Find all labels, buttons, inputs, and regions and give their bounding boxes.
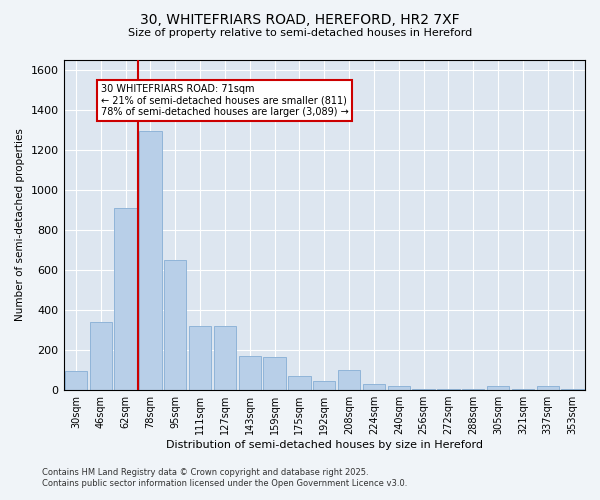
Bar	[65, 371, 87, 390]
Bar	[363, 384, 385, 390]
Bar	[239, 356, 261, 390]
Bar	[388, 386, 410, 390]
Bar	[536, 386, 559, 390]
Bar	[139, 131, 161, 390]
Text: 30, WHITEFRIARS ROAD, HEREFORD, HR2 7XF: 30, WHITEFRIARS ROAD, HEREFORD, HR2 7XF	[140, 12, 460, 26]
Bar	[487, 386, 509, 390]
Bar	[313, 381, 335, 390]
Bar	[288, 376, 311, 390]
Bar	[214, 326, 236, 390]
Text: Contains HM Land Registry data © Crown copyright and database right 2025.
Contai: Contains HM Land Registry data © Crown c…	[42, 468, 407, 487]
Y-axis label: Number of semi-detached properties: Number of semi-detached properties	[15, 128, 25, 322]
Bar	[263, 357, 286, 390]
Bar	[115, 208, 137, 390]
Bar	[338, 370, 360, 390]
Bar	[189, 326, 211, 390]
Bar	[89, 322, 112, 390]
Bar	[164, 260, 187, 390]
X-axis label: Distribution of semi-detached houses by size in Hereford: Distribution of semi-detached houses by …	[166, 440, 483, 450]
Bar	[412, 389, 435, 390]
Text: Size of property relative to semi-detached houses in Hereford: Size of property relative to semi-detach…	[128, 28, 472, 38]
Bar	[437, 389, 460, 390]
Text: 30 WHITEFRIARS ROAD: 71sqm
← 21% of semi-detached houses are smaller (811)
78% o: 30 WHITEFRIARS ROAD: 71sqm ← 21% of semi…	[101, 84, 349, 117]
